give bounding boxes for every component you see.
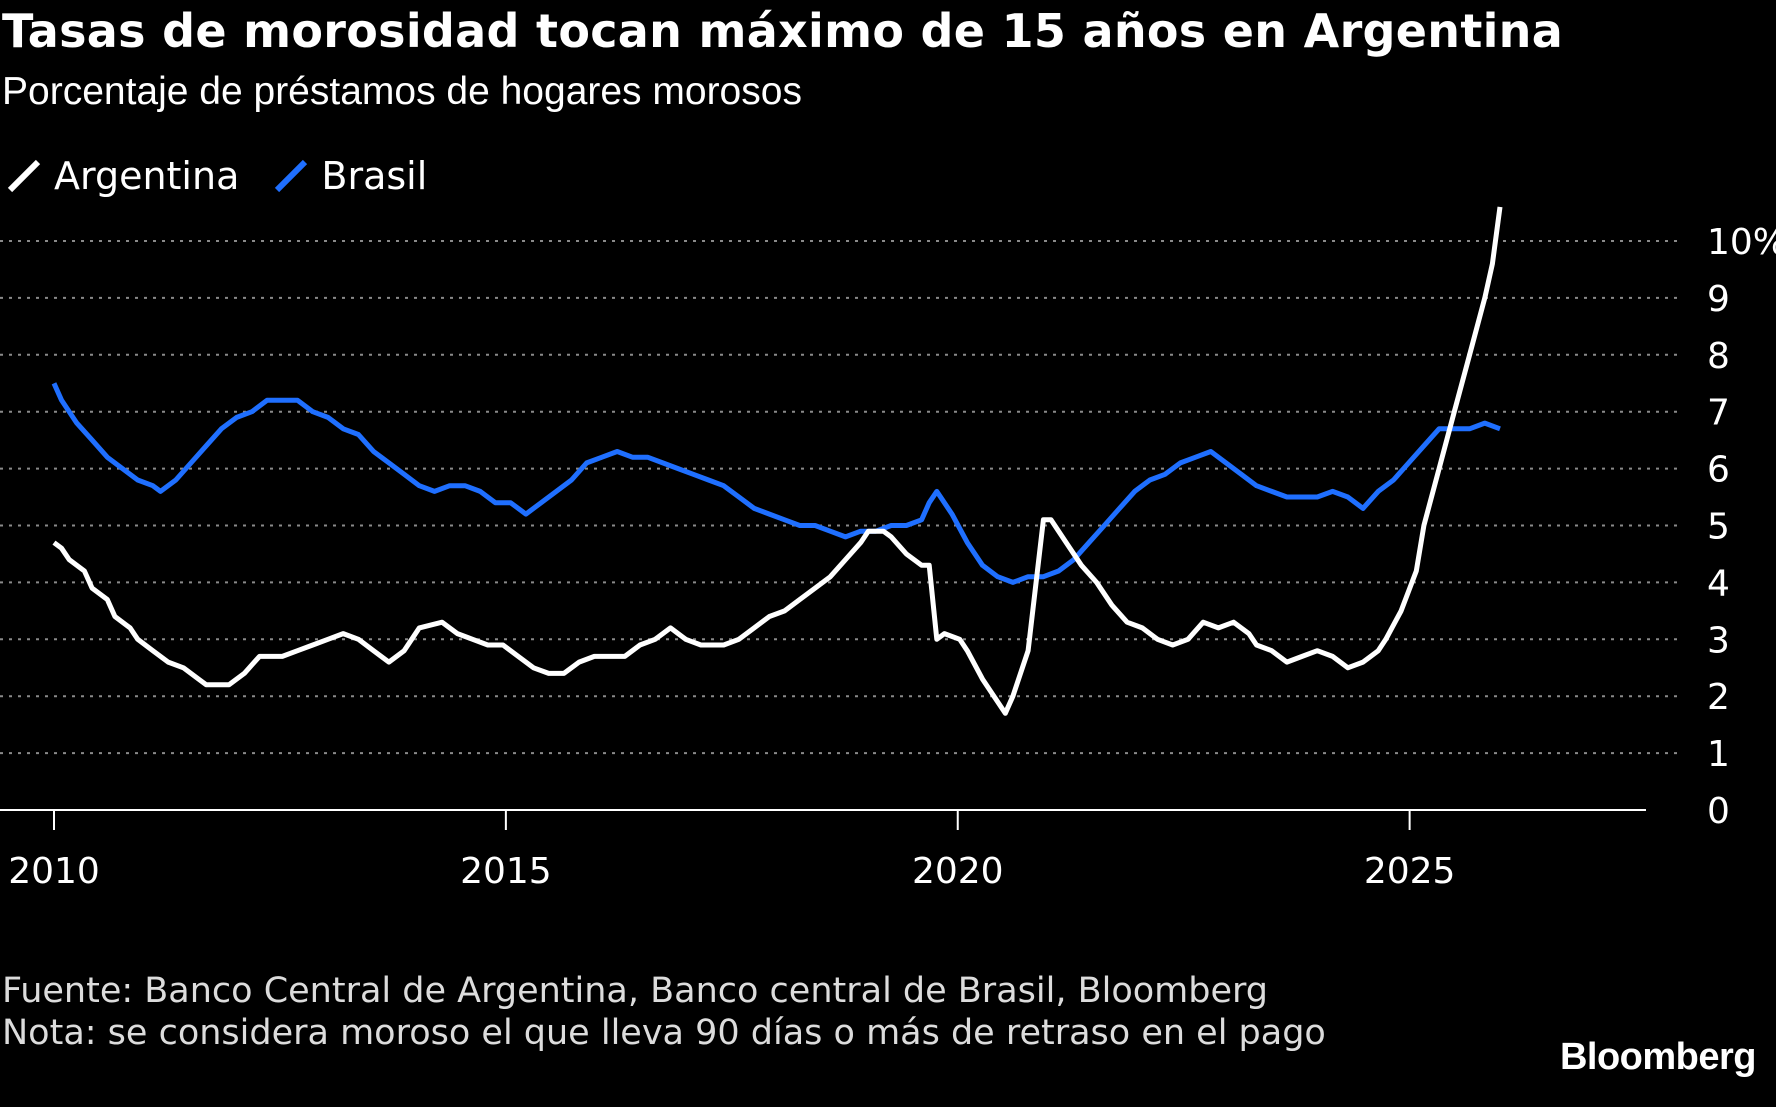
legend-swatch-brasil — [275, 159, 308, 193]
series-line-argentina — [52, 206, 1503, 716]
series-lines — [51, 206, 1503, 716]
axes: 0 1 2 3 4 5 6 7 8 9 10% 2010 2015 2020 2025 — [0, 222, 1776, 892]
x-tick-label: 2010 — [8, 851, 100, 892]
y-tick-label: 4 — [1707, 563, 1730, 604]
y-tick-label: 10% — [1707, 222, 1776, 263]
legend-label-brasil: Brasil — [321, 154, 428, 198]
x-tick-label: 2020 — [912, 851, 1004, 892]
y-tick-label: 1 — [1707, 734, 1730, 775]
legend: Argentina Brasil — [4, 154, 459, 198]
y-tick-label: 6 — [1707, 450, 1730, 491]
method-note: Nota: se considera moroso el que lleva 9… — [2, 1013, 1326, 1053]
y-tick-label: 8 — [1707, 336, 1730, 377]
y-tick-label: 0 — [1707, 791, 1730, 832]
footnotes: Fuente: Banco Central de Argentina, Banc… — [2, 970, 1342, 1054]
x-tick-label: 2015 — [460, 851, 552, 892]
bloomberg-logo: Bloomberg — [1559, 1036, 1757, 1078]
chart-title: Tasas de morosidad tocan máximo de 15 añ… — [2, 4, 1564, 58]
gridlines — [0, 240, 1680, 755]
y-tick-label: 3 — [1707, 620, 1730, 661]
y-tick-label: 9 — [1707, 279, 1730, 320]
legend-item-argentina: Argentina — [4, 154, 239, 198]
line-chart: 0 1 2 3 4 5 6 7 8 9 10% 2010 2015 2020 2025 — [0, 206, 1776, 892]
series-line-brasil — [51, 382, 1501, 585]
source-note: Fuente: Banco Central de Argentina, Banc… — [2, 971, 1268, 1011]
y-tick-label: 5 — [1707, 507, 1730, 548]
y-tick-label: 7 — [1707, 393, 1730, 434]
chart-subtitle: Porcentaje de préstamos de hogares moros… — [2, 70, 802, 113]
y-tick-label: 2 — [1707, 677, 1730, 718]
legend-label-argentina: Argentina — [54, 154, 240, 198]
legend-swatch-argentina — [7, 159, 41, 193]
legend-item-brasil: Brasil — [271, 154, 427, 198]
x-tick-label: 2025 — [1364, 851, 1456, 892]
